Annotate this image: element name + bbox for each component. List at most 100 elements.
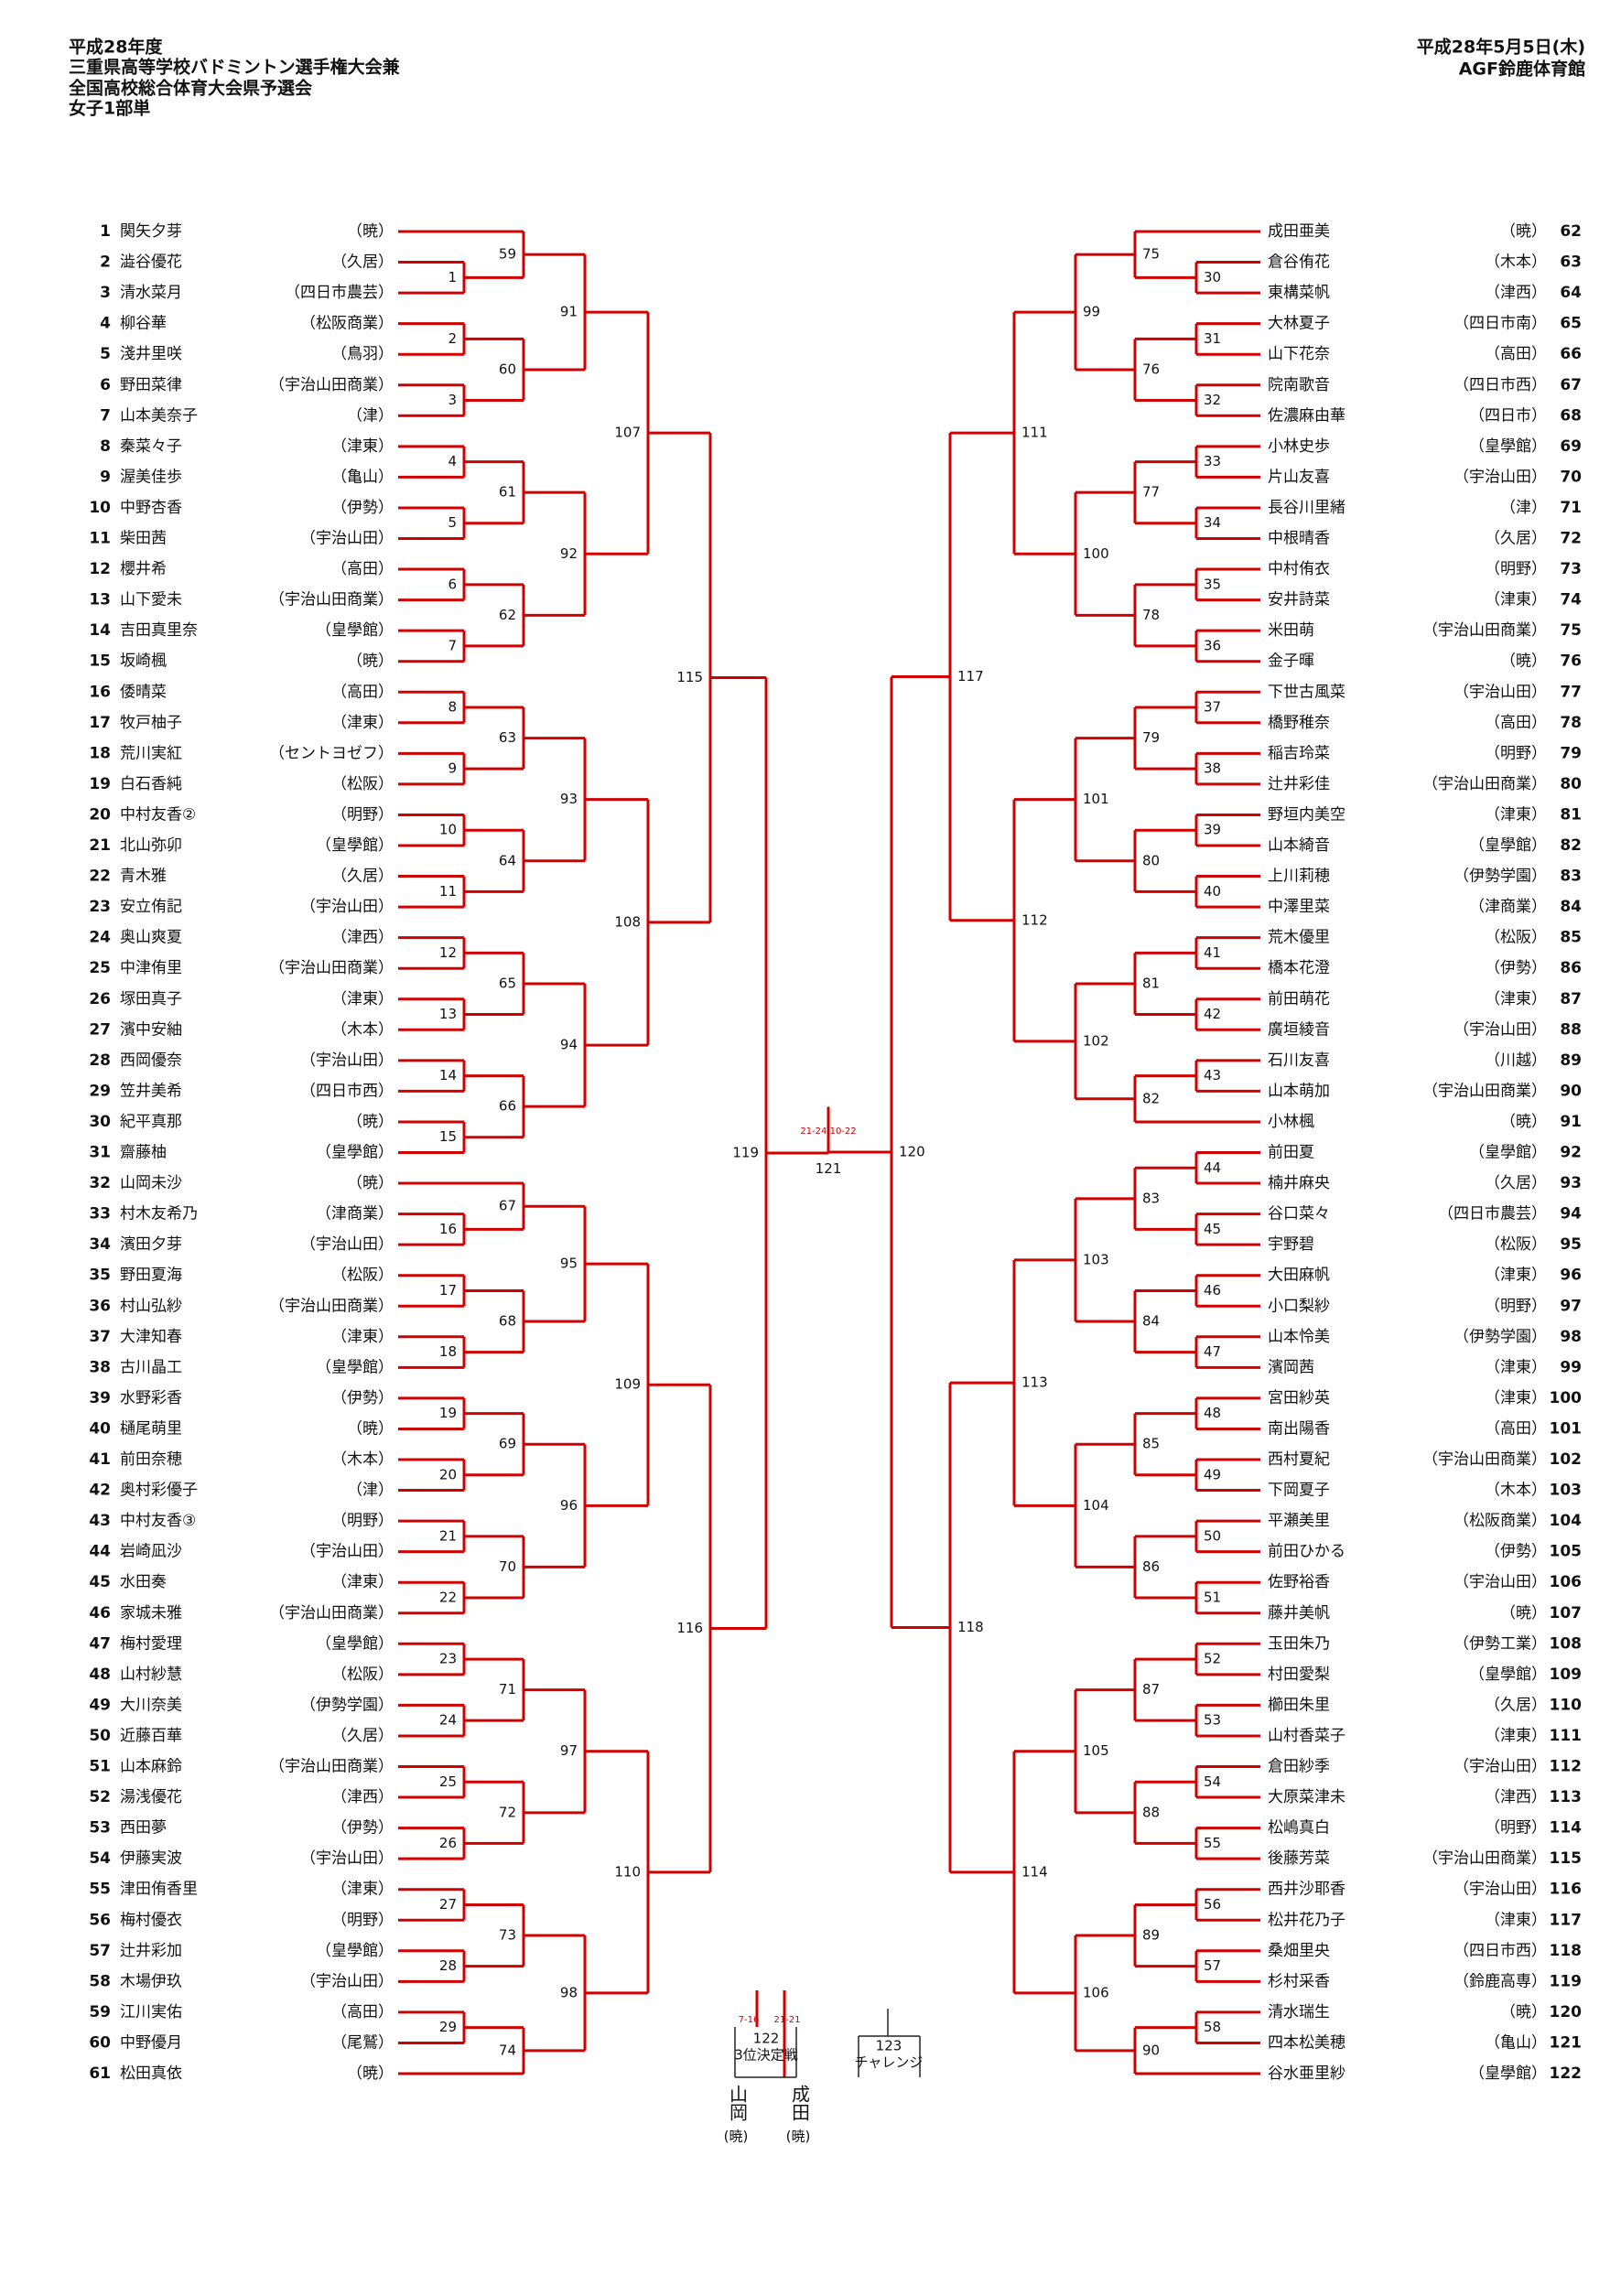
player-name: 小口梨紗 [1268, 1297, 1330, 1315]
player-school: （宇治山田商業） [269, 591, 394, 609]
player-school: （暁） [1500, 652, 1547, 671]
player-name: 野田菜律 [120, 376, 182, 394]
player-number: 70 [1560, 468, 1582, 486]
match-number: 2 [448, 330, 457, 347]
player-number: 27 [89, 1020, 111, 1039]
player-name: 大津知春 [120, 1328, 182, 1346]
player-number: 22 [89, 868, 111, 886]
player-school: （明野） [331, 805, 394, 824]
player-name: 安立侑記 [120, 898, 182, 916]
match-number: 123 [876, 2038, 902, 2054]
player-name: 玉田朱乃 [1268, 1634, 1330, 1653]
player-school: （宇治山田） [300, 1235, 394, 1254]
player-number: 85 [1560, 929, 1582, 947]
player-number: 65 [1560, 315, 1582, 333]
player-school: （川越） [1485, 1051, 1547, 1070]
player-name: 前田夏 [1268, 1144, 1314, 1162]
player-name: 後藤芳菜 [1268, 1849, 1330, 1868]
match-number: 42 [1204, 1006, 1221, 1022]
header-line: 女子1部単 [69, 98, 150, 119]
match-number: 121 [816, 1160, 842, 1177]
player-school: （宇治山田商業） [1422, 1082, 1547, 1100]
player-name: 倉田紗季 [1268, 1758, 1330, 1776]
player-name: 西村夏紀 [1268, 1450, 1330, 1469]
player-school: （皇學館） [1469, 836, 1547, 855]
player-school: （セントヨゼフ） [269, 744, 394, 762]
player-number: 1 [100, 222, 111, 241]
player-school: （明野） [331, 1512, 394, 1530]
player-school: （亀山） [1485, 2033, 1547, 2052]
player-name: 清水菜月 [120, 284, 182, 302]
player-school: （暁） [347, 1419, 394, 1438]
player-school: （伊勢） [331, 1389, 394, 1407]
match-number: 78 [1142, 607, 1160, 623]
player-number: 48 [89, 1665, 111, 1684]
match-number: 36 [1204, 637, 1221, 653]
match-number: 73 [499, 1927, 516, 1944]
player-name: 倉谷侑花 [1268, 253, 1330, 272]
player-number: 12 [89, 560, 111, 578]
match-number: 95 [560, 1256, 578, 1272]
match-number: 83 [1142, 1190, 1160, 1206]
player-school: （津商業） [1469, 898, 1547, 916]
player-number: 98 [1560, 1328, 1582, 1346]
match-number: 107 [614, 425, 641, 441]
player-number: 75 [1560, 621, 1582, 640]
player-name: 前田萌花 [1268, 990, 1330, 1008]
player-number: 66 [1560, 345, 1582, 363]
match-number: 76 [1142, 361, 1160, 377]
match-number: 8 [448, 699, 457, 716]
match-number: 47 [1204, 1343, 1221, 1360]
player-school: （津） [347, 406, 394, 425]
match-number: 32 [1204, 392, 1221, 408]
player-number: 58 [89, 1972, 111, 1990]
player-school: （皇學館） [316, 1634, 394, 1653]
player-number: 101 [1550, 1419, 1583, 1438]
match-number: 84 [1142, 1313, 1160, 1330]
player-name: 小林楓 [1268, 1113, 1314, 1131]
match-number: 108 [614, 913, 641, 930]
player-school: （津東） [1485, 1267, 1547, 1285]
player-name: 柳谷華 [120, 315, 167, 333]
player-name: 宮田紗英 [1268, 1389, 1330, 1407]
player-name: 梅村優衣 [120, 1911, 182, 1929]
player-name: 谷水亜里紗 [1268, 2064, 1345, 2083]
player-number: 38 [89, 1358, 111, 1376]
match-number: 52 [1204, 1651, 1221, 1667]
player-name: 吉田真里奈 [120, 621, 198, 640]
player-name: 澁谷優花 [120, 253, 182, 272]
player-school: （四日市西） [300, 1082, 394, 1100]
player-school: （津） [347, 1482, 394, 1500]
match-number: 105 [1083, 1742, 1109, 1759]
match-number: 74 [499, 2042, 516, 2058]
player-name: 楠井麻央 [1268, 1174, 1330, 1192]
player-name: 西田夢 [120, 1819, 167, 1838]
player-school: （暁） [347, 222, 394, 241]
match-number: 51 [1204, 1589, 1221, 1605]
player-name: 坂崎楓 [120, 652, 167, 671]
player-school: （宇治山田） [1453, 1573, 1547, 1591]
player-school: （木本） [331, 1020, 394, 1039]
player-name: 石川友喜 [1268, 1051, 1330, 1070]
match-number: 99 [1083, 304, 1100, 320]
player-name: 稲吉玲菜 [1268, 744, 1330, 762]
player-school: （伊勢） [1485, 959, 1547, 977]
player-school: （松阪） [331, 775, 394, 793]
player-name: 江川実佑 [120, 2003, 182, 2021]
match-number: 65 [499, 975, 516, 991]
player-name: 渥美佳歩 [120, 468, 182, 486]
player-school: （久居） [1485, 1696, 1547, 1714]
player-number: 57 [89, 1942, 111, 1960]
player-number: 120 [1550, 2003, 1583, 2021]
player-school: （高田） [1485, 1419, 1547, 1438]
match-number: 17 [439, 1282, 457, 1299]
player-school: （津東） [1485, 591, 1547, 609]
player-number: 93 [1560, 1174, 1582, 1192]
match-number: 19 [439, 1405, 457, 1421]
player-school: （明野） [1485, 1297, 1547, 1315]
player-name: 荒川実紅 [120, 744, 182, 762]
player-name: 濱中安紬 [120, 1020, 182, 1039]
match-number: 18 [439, 1343, 457, 1360]
player-school: （宇治山田商業） [1422, 775, 1547, 793]
match-number: 64 [499, 852, 516, 868]
